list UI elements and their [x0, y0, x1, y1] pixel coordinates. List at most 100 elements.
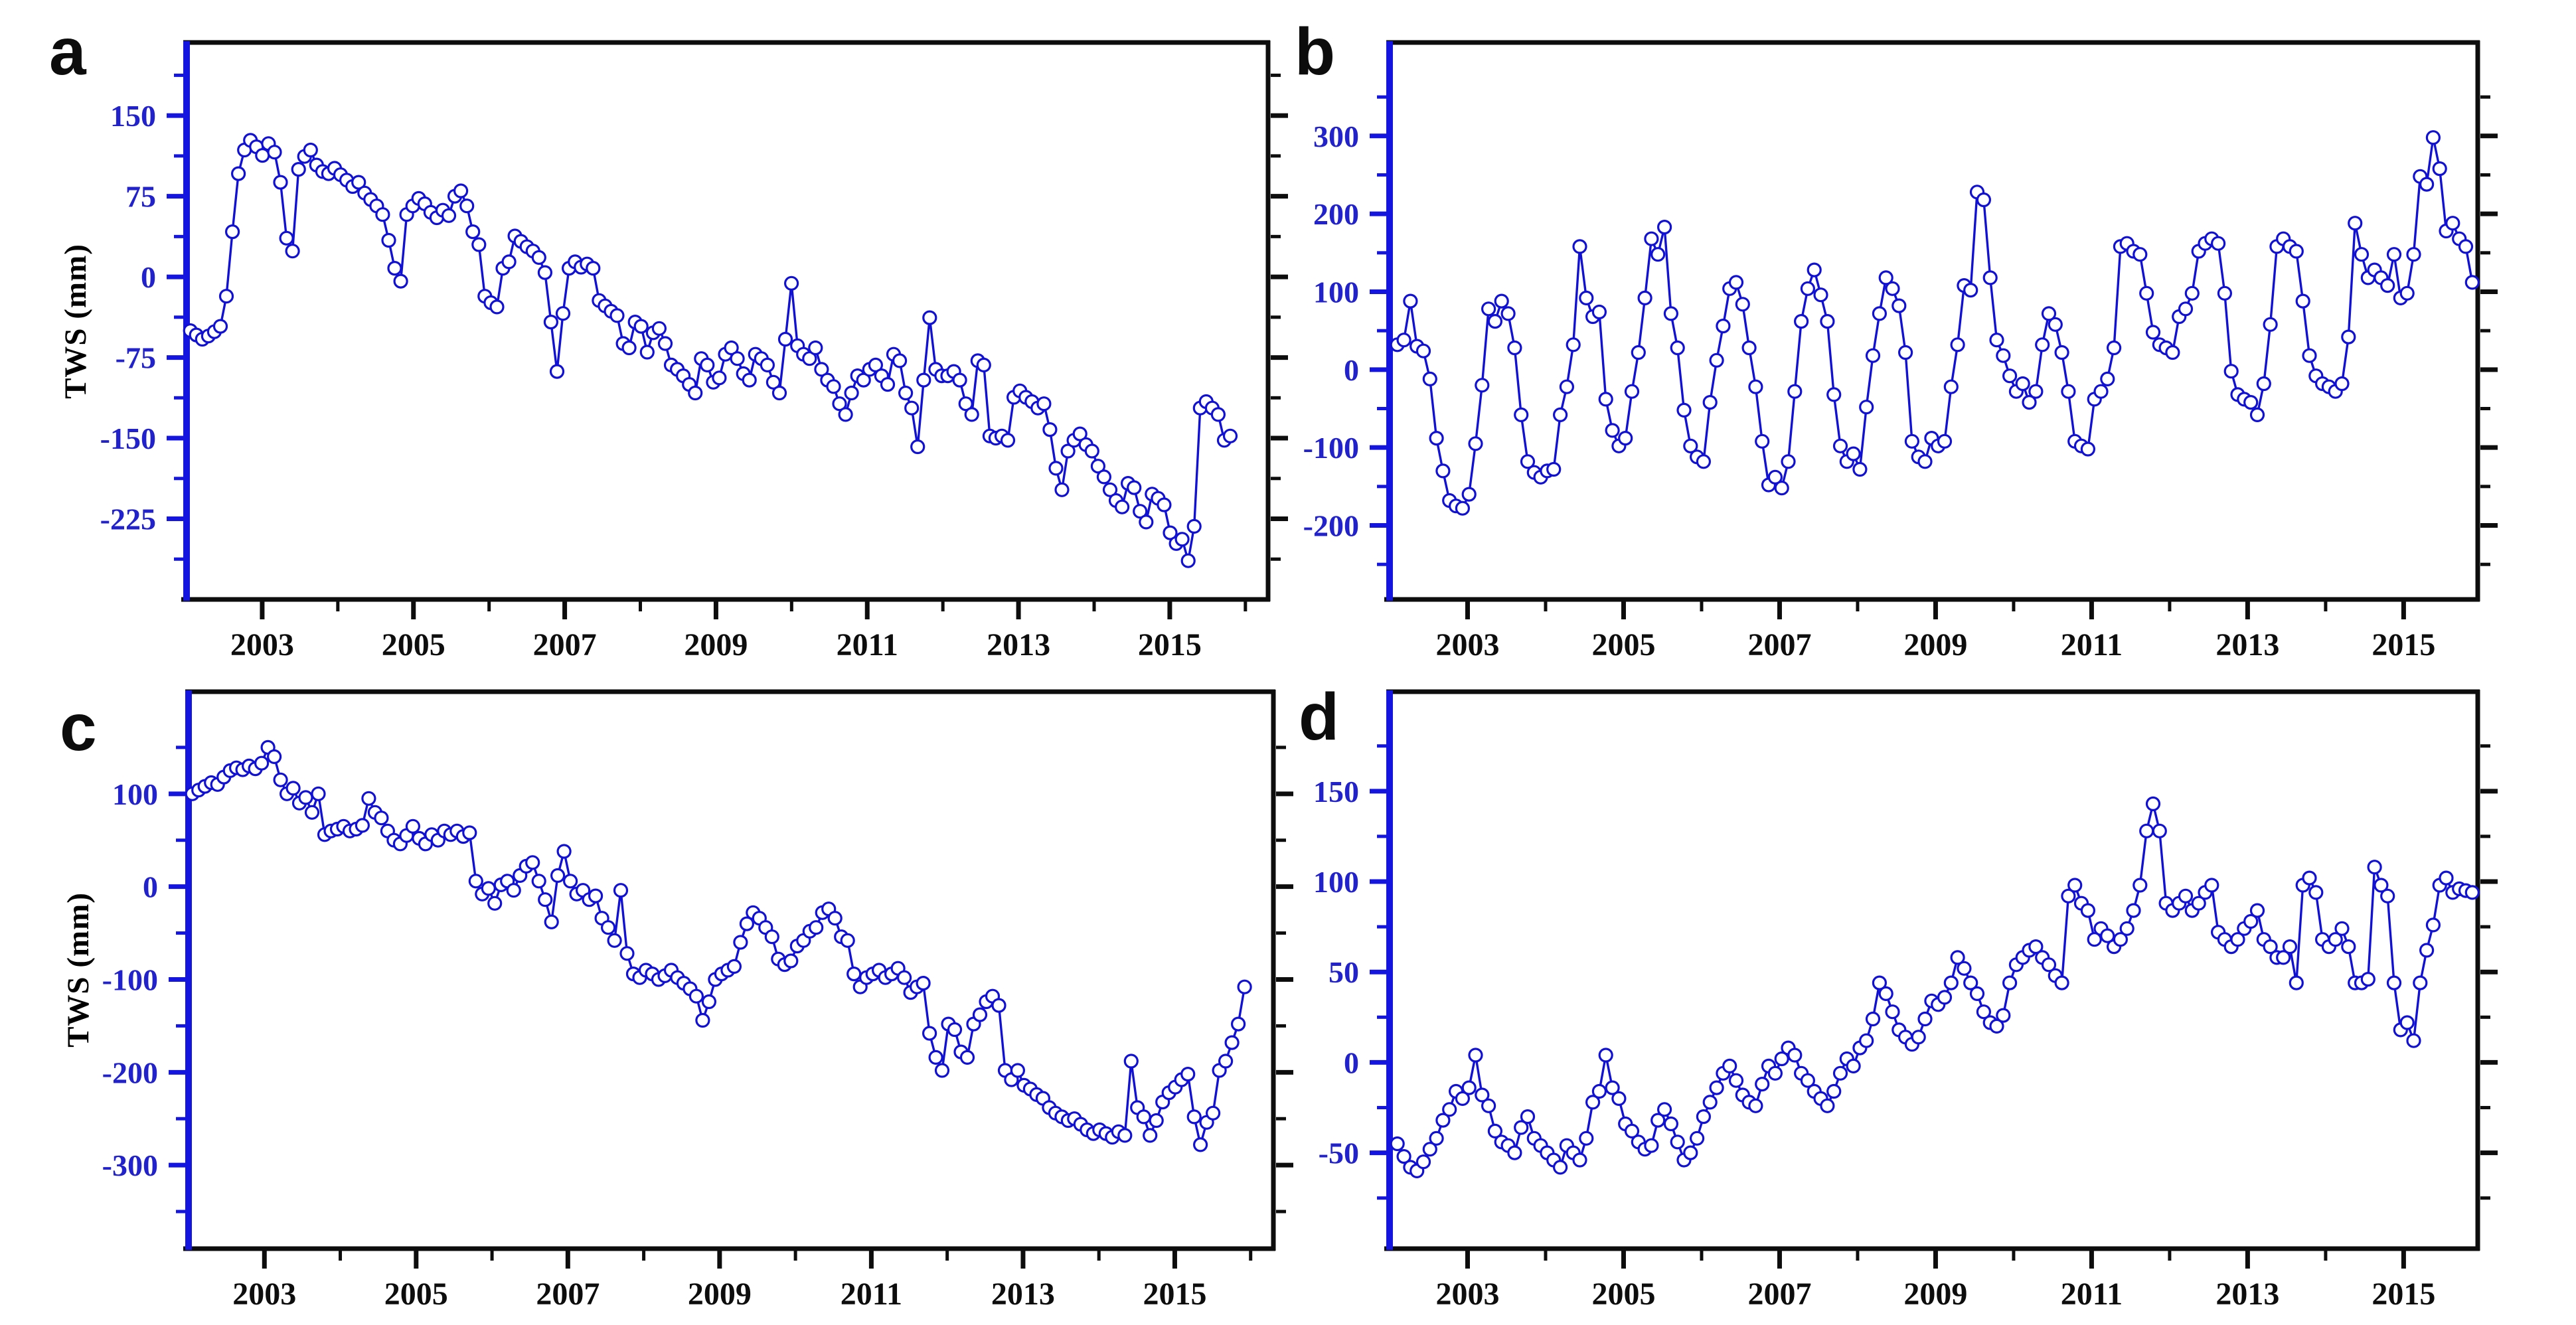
- tws-series-line: [191, 745, 1246, 1145]
- data-point-marker: [613, 883, 629, 898]
- data-point-marker: [1102, 482, 1118, 497]
- data-point-marker: [922, 1026, 937, 1041]
- data-point-marker: [688, 988, 704, 1004]
- data-point-marker: [1976, 1004, 1991, 1020]
- x-tick-label: 2005: [1591, 627, 1655, 662]
- data-point-marker: [1618, 430, 1633, 446]
- data-point-marker: [1892, 298, 1907, 313]
- data-point-marker: [2015, 376, 2030, 392]
- data-point-marker: [543, 315, 559, 330]
- x-tick-label: 2009: [684, 627, 748, 662]
- data-point-marker: [361, 791, 376, 806]
- data-point-marker: [1865, 1011, 1881, 1027]
- data-point-marker: [959, 1050, 975, 1065]
- y-tick-label: 75: [125, 180, 156, 214]
- data-point-marker: [1989, 1018, 2004, 1034]
- y-tick-label: 50: [1328, 955, 1359, 989]
- y-tick-label: 300: [1313, 119, 1359, 153]
- data-point-marker: [1114, 499, 1130, 514]
- data-point-marker: [2348, 216, 2363, 231]
- panel-b-letter: b: [1295, 15, 1336, 89]
- data-point-marker: [1820, 1098, 1835, 1113]
- data-point-marker: [934, 1063, 950, 1078]
- data-point-marker: [1657, 1102, 1672, 1117]
- x-tick-label: 2005: [382, 627, 445, 662]
- data-point-marker: [2152, 823, 2167, 838]
- x-tick-label: 2005: [1591, 1277, 1655, 1312]
- panel-d-letter: d: [1299, 680, 1340, 754]
- data-point-marker: [2113, 932, 2128, 947]
- data-point-marker: [2093, 384, 2109, 399]
- data-point-marker: [225, 224, 240, 240]
- data-point-marker: [2289, 975, 2304, 990]
- data-point-marker: [1957, 961, 1972, 976]
- data-point-marker: [1787, 1048, 1803, 1063]
- data-point-marker: [1702, 1095, 1718, 1110]
- data-point-marker: [2061, 888, 2076, 903]
- data-point-marker: [1800, 1073, 1815, 1088]
- data-point-marker: [1996, 348, 2011, 363]
- tws-series-markers: [183, 133, 1238, 568]
- y-tick-label: -75: [116, 341, 156, 375]
- data-point-marker: [1036, 396, 1052, 412]
- x-tick-label: 2011: [2061, 1277, 2123, 1312]
- data-point-marker: [651, 321, 667, 336]
- data-point-marker: [1553, 1160, 1568, 1175]
- data-point-marker: [1163, 525, 1178, 540]
- data-point-marker: [1800, 281, 1815, 296]
- data-point-marker: [1644, 231, 1659, 246]
- x-tick-label: 2015: [1143, 1277, 1206, 1312]
- x-tick-label: 2011: [2061, 627, 2123, 662]
- data-point-marker: [1133, 504, 1148, 519]
- data-point-marker: [254, 755, 270, 771]
- data-point-marker: [808, 340, 823, 356]
- data-point-marker: [1716, 319, 1731, 334]
- data-point-marker: [1937, 433, 1953, 449]
- data-point-marker: [489, 299, 505, 315]
- data-point-marker: [285, 244, 300, 259]
- tws-series-markers: [1390, 130, 2480, 516]
- data-point-marker: [700, 357, 715, 373]
- data-point-marker: [2067, 878, 2083, 893]
- y-tick-label: -200: [102, 1055, 158, 1089]
- data-point-marker: [1237, 979, 1252, 994]
- data-point-marker: [1690, 1130, 1705, 1146]
- y-tick-label: 100: [1313, 865, 1359, 899]
- data-point-marker: [1442, 1102, 1457, 1117]
- data-point-marker: [1813, 287, 1828, 303]
- data-point-marker: [1859, 400, 1874, 415]
- data-point-marker: [2126, 903, 2141, 918]
- data-point-marker: [1755, 1076, 1770, 1092]
- data-point-marker: [381, 232, 396, 248]
- data-point-marker: [1709, 1080, 1724, 1095]
- data-point-marker: [880, 376, 896, 392]
- data-point-marker: [2399, 285, 2415, 301]
- y-tick-label: -200: [1303, 509, 1359, 543]
- y-tick-label: 200: [1313, 197, 1359, 231]
- data-point-marker: [607, 933, 622, 948]
- data-point-marker: [1042, 422, 1058, 437]
- data-point-marker: [2002, 368, 2018, 384]
- x-tick-label: 2015: [1138, 627, 1202, 662]
- data-point-marker: [1943, 379, 1959, 394]
- data-point-marker: [1481, 301, 1496, 317]
- data-point-marker: [1826, 1083, 1842, 1099]
- data-point-marker: [2256, 376, 2271, 392]
- data-point-marker: [1624, 1123, 1640, 1139]
- data-point-marker: [1520, 1109, 1536, 1125]
- data-point-marker: [1774, 1051, 1789, 1067]
- data-point-marker: [2054, 345, 2069, 360]
- data-point-marker: [1084, 443, 1099, 459]
- data-point-marker: [1820, 314, 1835, 329]
- data-point-marker: [1696, 1109, 1711, 1125]
- data-point-marker: [1605, 423, 1620, 438]
- data-point-marker: [255, 148, 270, 163]
- data-point-marker: [531, 250, 546, 265]
- data-point-marker: [910, 439, 926, 455]
- data-point-marker: [1396, 1148, 1411, 1164]
- data-point-marker: [1644, 1138, 1659, 1153]
- data-point-marker: [2439, 870, 2454, 886]
- data-point-marker: [562, 874, 578, 889]
- data-point-marker: [2367, 860, 2382, 875]
- data-point-marker: [958, 396, 973, 412]
